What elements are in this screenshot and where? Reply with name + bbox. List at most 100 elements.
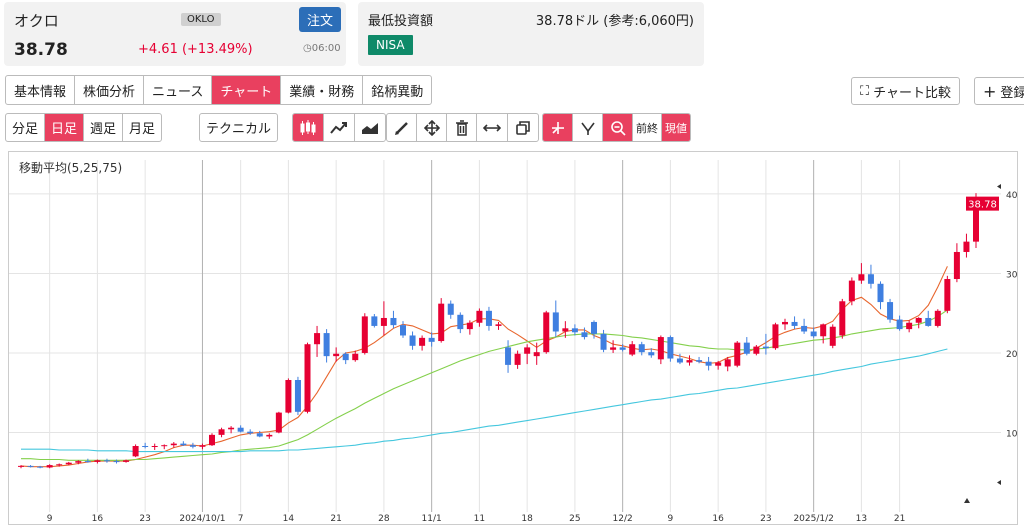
tab-basic-info[interactable]: 基本情報 [6,76,76,104]
candle-up [275,411,282,434]
candle-up [94,459,101,464]
candle-body [791,321,798,326]
period-daily[interactable]: 日足 [45,114,85,141]
zoom-icon[interactable] [603,114,633,141]
x-tick-label: 23 [139,514,150,524]
crosshair-icon[interactable] [543,114,573,141]
candle-up [438,298,445,343]
candle-down [600,329,607,353]
drawing-tools-group [386,113,539,142]
candle-body [925,317,932,326]
candle-body [342,353,349,361]
candle-up [963,233,970,258]
period-monthly[interactable]: 月足 [129,122,156,137]
candle-body [667,337,674,359]
candle-down [696,356,703,364]
candle-down [189,442,196,449]
area-chart-icon[interactable] [355,114,385,141]
ma75-line [21,348,948,453]
compare-icon: ⛶ [860,83,870,99]
candle-body [734,342,741,366]
candle-up [199,443,206,450]
candle-up [944,275,951,314]
candle-body [275,412,282,433]
price-chart[interactable]: 10 20 30 40 9 16 23 2024/10/1 7 14 21 28 11/1 11 18 25 1… [8,151,1018,525]
line-chart-icon[interactable] [324,114,355,141]
candle-body [657,337,664,360]
y-tick-label: 30 [1006,270,1017,280]
candle-down [887,298,894,323]
candle-up [953,243,960,283]
candle-down [896,315,903,331]
update-time-value: 06:00 [311,43,341,54]
copy-icon[interactable] [508,114,538,141]
tab-news[interactable]: ニュース [144,76,213,104]
candle-up [772,322,779,350]
candle-body [705,361,712,366]
candle-body [285,380,292,413]
period-minute[interactable]: 分足 [6,114,46,141]
candle-down [323,329,330,363]
period-weekly[interactable]: 週足 [84,114,124,141]
x-tick-label: 14 [283,514,295,524]
candle-down [237,425,244,433]
tab-financials[interactable]: 業績・財務 [281,76,364,104]
candle-body [103,460,110,462]
candle-down [428,332,435,347]
candle-down [877,281,884,310]
current-value-button[interactable]: 現値 [662,114,690,141]
last-price-label: 38.78 [968,200,997,211]
order-button[interactable]: 注文 [299,7,341,32]
candle-body [533,352,540,357]
candle-up [533,342,540,365]
candle-body [75,461,82,463]
candle-up [209,433,215,446]
candle-down [447,300,454,319]
fork-icon[interactable] [573,114,603,141]
tab-stock-analysis[interactable]: 株価分析 [75,76,145,104]
candle-body [801,325,808,332]
candle-body [753,346,760,354]
candle-body [56,464,63,466]
candle-body [619,347,626,350]
x-tick-label: 16 [92,514,104,524]
candle-body [84,461,91,463]
candle-body [963,241,970,252]
candle-body [581,332,588,338]
candle-down [648,348,655,358]
candle-body [237,427,244,432]
candle-up [18,465,24,469]
candle-body [676,358,683,363]
prev-close-button[interactable]: 前終 [633,114,662,141]
candle-body [715,362,722,366]
x-tick-label: 7 [238,514,244,524]
candle-body [27,465,34,467]
candle-body [524,347,531,354]
y-tick-label: 20 [1006,350,1017,360]
register-button[interactable]: + 登録 [974,77,1024,105]
candlestick-icon[interactable] [293,114,324,141]
chart-compare-button[interactable]: ⛶ チャート比較 [851,77,960,105]
candle-body [199,445,206,447]
ma5-line [20,266,948,468]
candle-body [218,429,225,435]
candle-up [65,461,72,466]
stock-info-panel: オクロ OKLO 注文 38.78 +4.61 (+13.49%) ◷06:00 [4,2,346,66]
candle-body [505,347,512,365]
price-change: +4.61 (+13.49%) [138,42,253,57]
trash-icon[interactable] [447,114,477,141]
pen-icon[interactable] [387,114,417,141]
tab-stock-changes[interactable]: 銘柄異動 [371,84,424,100]
candle-down [667,335,674,362]
move-icon[interactable] [417,114,447,141]
candle-down [409,331,416,350]
tab-chart[interactable]: チャート [212,76,282,104]
candle-up [151,443,158,450]
chart-canvas[interactable]: 10 20 30 40 9 16 23 2024/10/1 7 14 21 28 11/1 11 18 25 1… [9,152,1018,524]
technical-button[interactable]: テクニカル [206,122,272,137]
period-selector: 分足 日足 週足 月足 [5,113,163,142]
horizontal-line-icon[interactable] [477,114,508,141]
candle-down [371,314,378,328]
candle-body [638,344,645,353]
candle-body [867,274,874,284]
